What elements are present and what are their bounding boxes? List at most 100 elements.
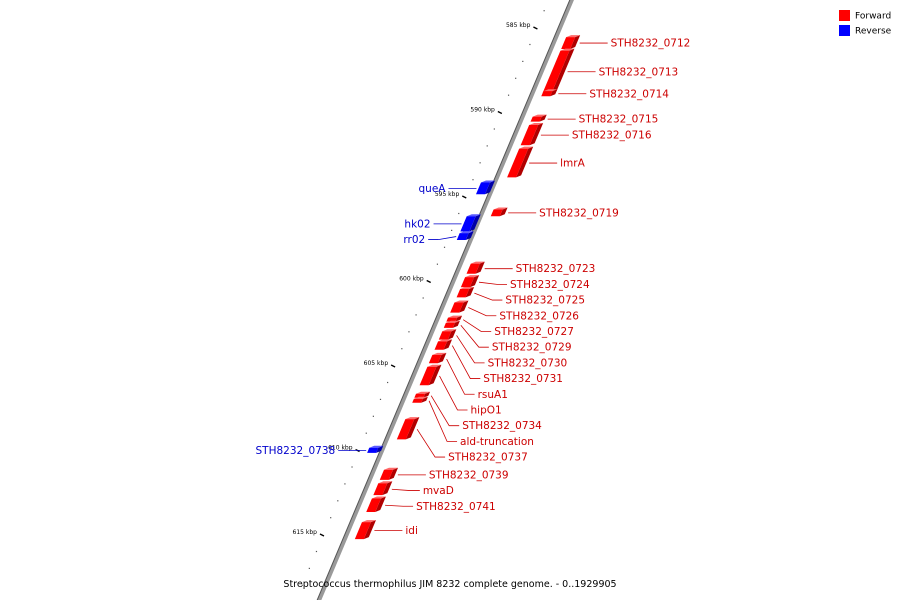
gene-STH8232_0713[interactable] <box>542 48 575 93</box>
gene-STH8232_0712[interactable] <box>561 35 581 49</box>
gene-mvaD[interactable] <box>373 481 393 496</box>
tick-mark <box>497 110 503 115</box>
gene-STH8232_0741[interactable] <box>366 496 386 513</box>
gene-STH8232_0729[interactable] <box>443 320 460 328</box>
gene-rsuA1[interactable] <box>428 352 447 364</box>
gene-side <box>452 320 460 328</box>
gene-label-group: hk02 <box>404 218 462 230</box>
gene-label[interactable]: ald-truncation <box>460 436 534 448</box>
gene-rr02[interactable] <box>456 231 474 240</box>
gene-top <box>566 35 581 38</box>
leader-line <box>428 400 458 442</box>
gene-body <box>460 277 475 288</box>
tick-label: 610 kbp <box>328 445 353 452</box>
gene-label[interactable]: STH8232_0738 <box>256 445 336 457</box>
gene-label[interactable]: lmrA <box>560 158 585 170</box>
gene-lmrA[interactable] <box>507 146 534 178</box>
gene-label-group: STH8232_0715 <box>547 114 659 126</box>
gene-STH8232_0724[interactable] <box>460 275 480 288</box>
gene-label[interactable]: hk02 <box>404 218 430 230</box>
gene-STH8232_0731[interactable] <box>434 339 453 350</box>
gene-STH8232_0723[interactable] <box>466 261 485 274</box>
gene-top <box>413 396 428 399</box>
legend-reverse-label: Reverse <box>855 27 892 37</box>
gene-label[interactable]: STH8232_0741 <box>416 501 496 513</box>
gene-label[interactable]: STH8232_0731 <box>483 373 563 385</box>
gene-side <box>376 445 384 453</box>
gene-label[interactable]: rr02 <box>403 234 425 246</box>
gene-label[interactable]: STH8232_0713 <box>599 66 679 78</box>
gene-STH8232_0730[interactable] <box>438 329 457 340</box>
gene-side <box>447 329 457 340</box>
tick-mark <box>390 364 396 368</box>
gene-STH8232_0715[interactable] <box>530 114 547 122</box>
gene-STH8232_0739[interactable] <box>379 467 399 480</box>
gene-hk02[interactable] <box>460 214 481 232</box>
gene-label[interactable]: queA <box>419 183 447 195</box>
gene-label-group: STH8232_0737 <box>416 429 528 464</box>
gene-STH8232_0727[interactable] <box>446 315 463 322</box>
gene-label[interactable]: STH8232_0727 <box>494 326 574 338</box>
gene-STH8232_0725[interactable] <box>456 286 475 298</box>
gene-side <box>550 89 558 97</box>
gene-STH8232_0716[interactable] <box>520 123 544 146</box>
gene-STH8232_0719[interactable] <box>490 207 508 217</box>
gene-STH8232_0738[interactable] <box>367 445 384 453</box>
gene-top <box>529 123 544 126</box>
gene-side <box>455 315 463 322</box>
gene-body <box>542 50 570 93</box>
gene-label-group: STH8232_0726 <box>468 307 579 322</box>
gene-label[interactable]: STH8232_0712 <box>611 38 691 50</box>
gene-label[interactable]: STH8232_0714 <box>589 88 669 100</box>
gene-label[interactable]: STH8232_0730 <box>488 357 568 369</box>
gene-side <box>428 364 442 386</box>
gene-body <box>466 263 480 274</box>
gene-label[interactable]: rsuA1 <box>478 389 508 401</box>
gene-label-group: STH8232_0719 <box>508 207 619 219</box>
gene-idi[interactable] <box>354 520 376 540</box>
gene-label[interactable]: STH8232_0726 <box>499 310 579 322</box>
gene-side <box>363 520 376 540</box>
gene-STH8232_0737[interactable] <box>396 417 420 440</box>
gene-label[interactable]: STH8232_0715 <box>579 114 659 126</box>
gene-label[interactable]: STH8232_0729 <box>492 342 572 354</box>
gene-label[interactable]: idi <box>405 525 418 537</box>
gene-label-group: STH8232_0731 <box>451 345 563 385</box>
gene-hipO1[interactable] <box>419 364 442 386</box>
gene-label[interactable]: mvaD <box>423 485 454 497</box>
gene-body <box>366 498 381 513</box>
gene-label[interactable]: STH8232_0724 <box>510 279 590 291</box>
tick-mark <box>533 26 538 30</box>
gene-STH8232_0714[interactable] <box>541 89 558 97</box>
gene-queA[interactable] <box>475 180 495 195</box>
gene-label[interactable]: STH8232_0739 <box>429 469 509 481</box>
minor-tick <box>458 212 460 215</box>
gene-side <box>423 391 431 398</box>
gene-body <box>450 302 464 313</box>
gene-label[interactable]: STH8232_0716 <box>572 130 652 142</box>
gene-label[interactable]: STH8232_0719 <box>539 207 619 219</box>
gene-body <box>456 233 469 240</box>
gene-side <box>499 207 508 217</box>
gene-label[interactable]: STH8232_0737 <box>448 452 528 464</box>
gene-label[interactable]: STH8232_0723 <box>516 263 596 275</box>
tick-label: 600 kbp <box>399 276 424 283</box>
gene-STH8232_0734[interactable] <box>414 391 431 398</box>
gene-top <box>480 180 495 183</box>
gene-label-group: STH8232_0738 <box>256 445 367 457</box>
gene-body <box>561 37 576 49</box>
minor-tick <box>315 550 318 553</box>
gene-STH8232_0726[interactable] <box>450 300 469 313</box>
gene-ald-truncation[interactable] <box>412 396 428 403</box>
gene-top <box>560 48 575 51</box>
legend-item-forward: Forward <box>839 10 891 22</box>
gene-label[interactable]: hipO1 <box>471 404 502 416</box>
gene-features <box>354 35 581 540</box>
gene-label-group: ald-truncation <box>428 400 534 448</box>
gene-side <box>516 146 534 178</box>
gene-label[interactable]: STH8232_0734 <box>462 420 542 432</box>
gene-side <box>459 300 469 313</box>
gene-label[interactable]: STH8232_0725 <box>505 295 585 307</box>
gene-body <box>490 209 503 217</box>
